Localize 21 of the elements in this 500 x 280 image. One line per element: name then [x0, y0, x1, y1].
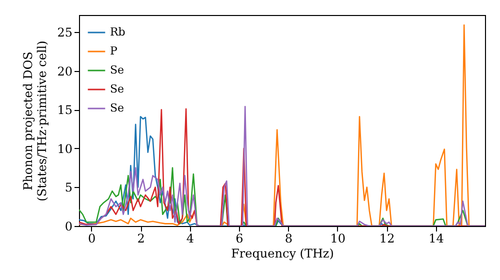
x-tick-label: 8: [284, 232, 292, 246]
y-tick-label: 5: [64, 180, 72, 195]
x-tick-label: 14: [428, 232, 444, 246]
x-tick-label: 4: [186, 232, 194, 246]
legend-label: Se: [110, 82, 124, 96]
y-tick-label: 25: [57, 26, 72, 40]
x-axis-title: Frequency (THz): [231, 246, 334, 260]
legend-label: Se: [110, 64, 124, 76]
x-tick-label: 2: [137, 232, 145, 246]
y-tick-label: 10: [57, 142, 72, 156]
x-tick-label: 6: [236, 232, 244, 246]
legend-label: Rb: [110, 26, 126, 38]
x-tick-label: 0: [88, 232, 96, 246]
x-tick-label: 12: [379, 232, 395, 246]
x-tick-label: 10: [330, 232, 346, 246]
y-tick-label: 0: [64, 220, 72, 234]
legend-label: P: [110, 44, 118, 58]
y-axis-title: Phonon projected DOS (States/THz·primitive cell): [21, 40, 50, 202]
legend-label: Se: [110, 102, 124, 114]
y-tick-label: 15: [57, 103, 72, 118]
y-tick-label: 20: [57, 64, 72, 78]
